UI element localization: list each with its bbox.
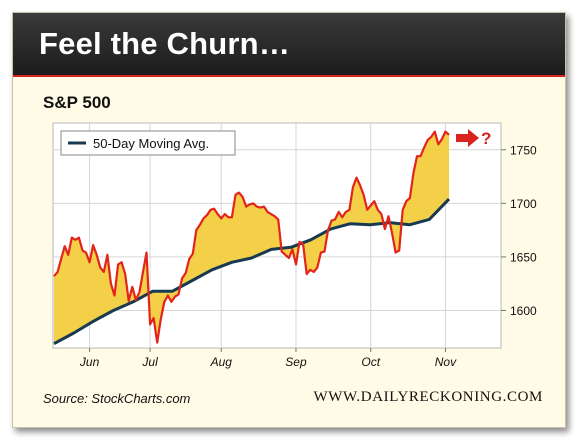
fill-area <box>54 131 449 344</box>
x-tick-label: Sep <box>285 355 307 369</box>
price-line <box>53 130 450 344</box>
y-tick-label: 1700 <box>510 197 537 211</box>
annotation-text: ? <box>481 129 491 148</box>
y-tick-label: 1650 <box>510 250 537 264</box>
headline: Feel the Churn… <box>39 26 291 61</box>
legend-label: 50-Day Moving Avg. <box>93 136 209 151</box>
x-tick-label: Oct <box>361 355 380 369</box>
chart-svg: Jun Jul Aug Sep Oct Nov 1600 1650 1700 1750 50-D… <box>52 122 537 369</box>
source-note: Source: StockCharts.com <box>43 391 191 406</box>
x-tick-label: Jun <box>79 355 100 369</box>
legend-box <box>60 130 236 156</box>
x-axis: Jun Jul Aug Sep Oct Nov <box>79 348 457 369</box>
series-lines <box>53 130 451 346</box>
y-tick-label: 1750 <box>510 143 537 157</box>
chart-card: Feel the Churn… S&P 500 Jun Jul Aug Sep Oct N… <box>12 12 566 428</box>
y-axis: 1600 1650 1700 1750 <box>501 143 537 318</box>
title-bar: Feel the Churn… <box>13 13 565 77</box>
area-between-lines <box>54 131 449 344</box>
x-tick-label: Aug <box>210 355 233 369</box>
y-tick-label: 1600 <box>510 304 537 318</box>
x-tick-label: Jul <box>141 355 158 369</box>
arrow-right-icon <box>456 129 479 147</box>
chart-title: S&P 500 <box>43 93 111 112</box>
forecast-annotation: ? <box>456 129 491 148</box>
legend: 50-Day Moving Avg. <box>60 130 236 156</box>
x-tick-label: Nov <box>435 355 457 369</box>
site-url: WWW.DAILYRECKONING.COM <box>313 389 543 405</box>
